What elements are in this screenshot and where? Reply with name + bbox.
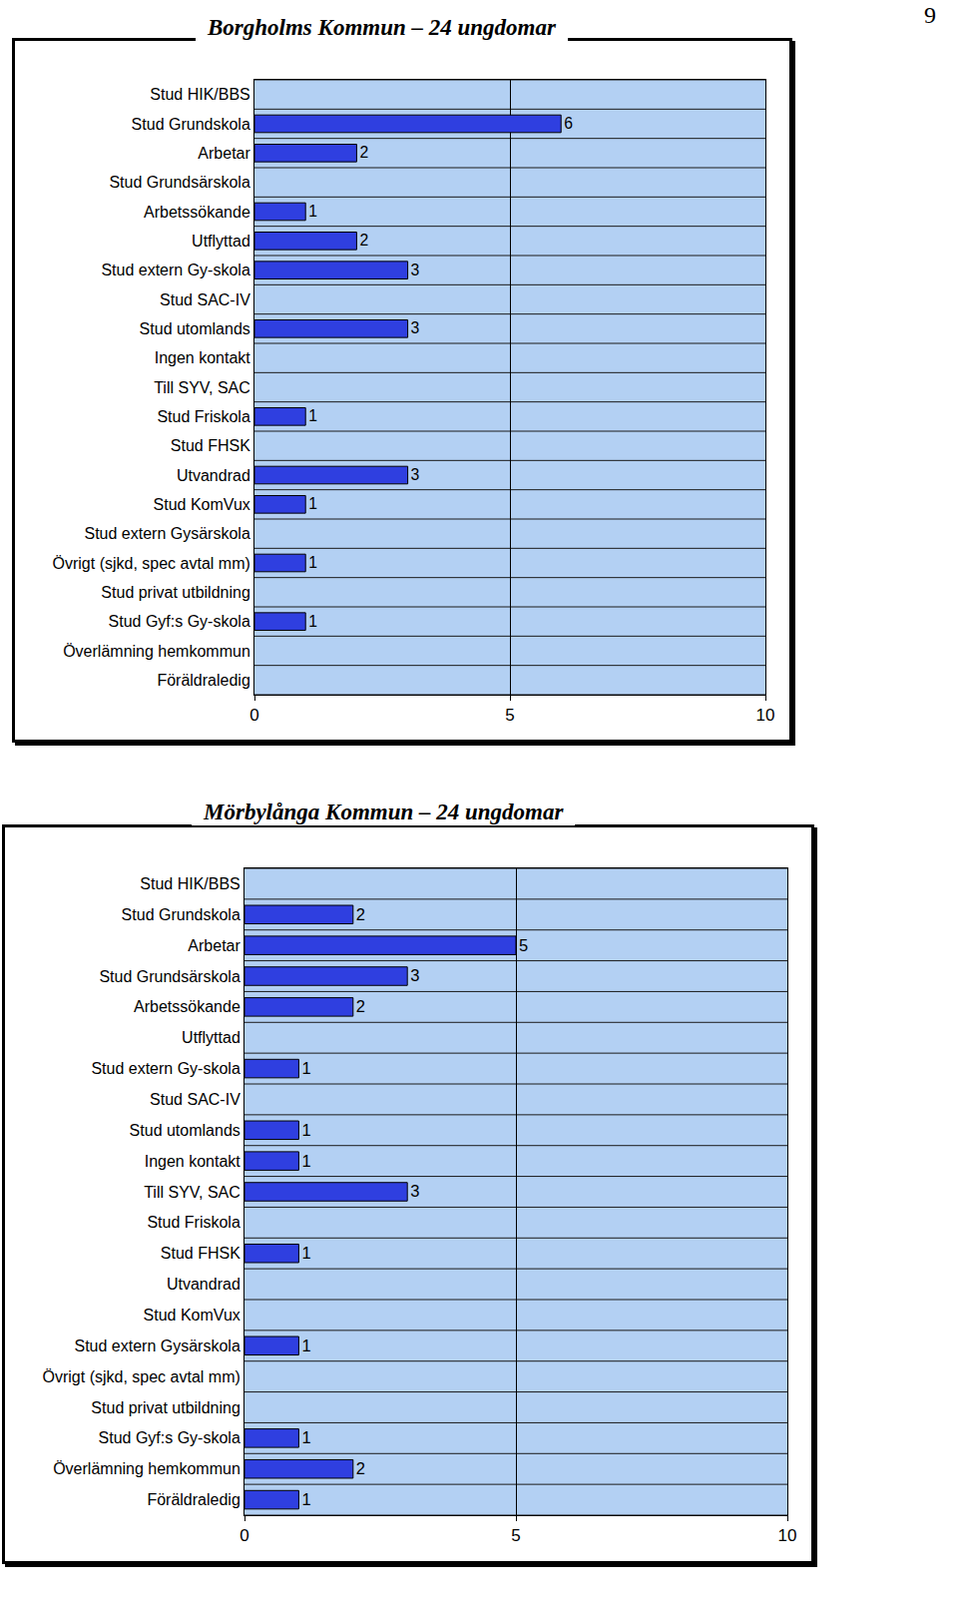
svg-text:Stud SAC-IV: Stud SAC-IV [159, 291, 251, 309]
svg-text:0: 0 [249, 705, 259, 725]
svg-text:1: 1 [308, 553, 318, 571]
svg-text:1: 1 [308, 202, 318, 220]
svg-text:Stud Grundsärskola: Stud Grundsärskola [98, 967, 241, 985]
svg-text:Ingen kontakt: Ingen kontakt [144, 1152, 242, 1170]
svg-text:1: 1 [301, 1243, 311, 1263]
svg-text:1: 1 [301, 1336, 311, 1356]
svg-text:Utvandrad: Utvandrad [166, 1275, 241, 1293]
svg-text:2: 2 [356, 1458, 366, 1478]
svg-text:Till SYV, SAC: Till SYV, SAC [153, 379, 251, 397]
html-text:Borgholms Kommun – 24 ungdomar: Borgholms Kommun – 24 ungdomar [207, 14, 556, 40]
svg-text:Övrigt (sjkd, spec avtal mm): Övrigt (sjkd, spec avtal mm) [52, 554, 251, 572]
svg-text:Stud Friskola: Stud Friskola [156, 408, 250, 426]
svg-text:Stud extern Gysärskola: Stud extern Gysärskola [84, 524, 251, 542]
svg-text:3: 3 [411, 466, 421, 483]
svg-text:5: 5 [510, 1525, 520, 1545]
svg-text:5: 5 [504, 705, 514, 725]
svg-text:Stud utomlands: Stud utomlands [139, 320, 251, 338]
svg-text:Stud Grundskola: Stud Grundskola [131, 115, 251, 133]
svg-text:1: 1 [308, 612, 318, 630]
svg-text:3: 3 [410, 1181, 420, 1201]
svg-text:Stud Gyf:s Gy-skola: Stud Gyf:s Gy-skola [108, 612, 251, 630]
svg-text:Arbetar: Arbetar [187, 937, 241, 955]
svg-text:Stud HIK/BBS: Stud HIK/BBS [139, 875, 241, 893]
svg-text:1: 1 [308, 407, 318, 425]
svg-text:1: 1 [308, 494, 318, 512]
svg-text:Stud extern Gy-skola: Stud extern Gy-skola [90, 1059, 241, 1077]
html-text:Mörbylånga Kommun – 24 ungdoma: Mörbylånga Kommun – 24 ungdomar [203, 799, 564, 825]
svg-text:1: 1 [301, 1120, 311, 1140]
svg-text:6: 6 [563, 114, 573, 132]
svg-text:Stud Grundskola: Stud Grundskola [121, 906, 241, 924]
svg-text:Stud Friskola: Stud Friskola [146, 1213, 240, 1231]
svg-text:1: 1 [301, 1489, 311, 1509]
svg-text:Till SYV, SAC: Till SYV, SAC [143, 1183, 241, 1201]
svg-text:Stud Grundsärskola: Stud Grundsärskola [108, 173, 251, 191]
svg-text:Arbetar: Arbetar [197, 144, 251, 162]
html-text:9: 9 [924, 1, 937, 28]
svg-text:Ingen kontakt: Ingen kontakt [154, 349, 252, 367]
svg-text:1: 1 [301, 1428, 311, 1447]
svg-text:Stud extern Gy-skola: Stud extern Gy-skola [100, 261, 251, 279]
svg-text:Föräldraledig: Föräldraledig [156, 671, 250, 689]
svg-text:Stud FHSK: Stud FHSK [170, 437, 251, 455]
svg-text:Övrigt (sjkd, spec avtal mm): Övrigt (sjkd, spec avtal mm) [42, 1368, 241, 1386]
svg-text:Utflyttad: Utflyttad [181, 1028, 241, 1046]
svg-text:Arbetssökande: Arbetssökande [133, 997, 241, 1015]
svg-text:Utflyttad: Utflyttad [191, 232, 251, 250]
svg-text:1: 1 [301, 1151, 311, 1171]
svg-text:Stud SAC-IV: Stud SAC-IV [149, 1090, 241, 1108]
svg-text:10: 10 [756, 705, 776, 725]
svg-text:1: 1 [301, 1058, 311, 1078]
svg-text:Stud privat utbildning: Stud privat utbildning [90, 1399, 240, 1417]
svg-text:3: 3 [411, 319, 421, 337]
svg-text:3: 3 [411, 261, 421, 279]
svg-text:Överlämning hemkommun: Överlämning hemkommun [52, 1459, 241, 1477]
svg-text:Överlämning hemkommun: Överlämning hemkommun [62, 642, 251, 660]
svg-text:Stud extern Gysärskola: Stud extern Gysärskola [74, 1337, 241, 1355]
svg-text:0: 0 [239, 1525, 249, 1545]
svg-text:Stud privat utbildning: Stud privat utbildning [100, 583, 250, 601]
svg-text:2: 2 [359, 143, 369, 161]
svg-text:Stud Gyf:s Gy-skola: Stud Gyf:s Gy-skola [98, 1429, 241, 1446]
svg-text:Stud utomlands: Stud utomlands [129, 1121, 241, 1139]
svg-text:Stud HIK/BBS: Stud HIK/BBS [149, 85, 251, 103]
svg-text:2: 2 [356, 905, 366, 925]
svg-text:Stud FHSK: Stud FHSK [160, 1244, 241, 1262]
svg-text:10: 10 [778, 1525, 798, 1545]
svg-text:Stud KomVux: Stud KomVux [143, 1306, 241, 1324]
svg-text:Stud KomVux: Stud KomVux [153, 495, 251, 513]
svg-text:Arbetssökande: Arbetssökande [143, 203, 251, 221]
svg-text:3: 3 [410, 965, 420, 985]
svg-text:5: 5 [518, 936, 528, 956]
svg-text:2: 2 [359, 231, 369, 249]
svg-text:Utvandrad: Utvandrad [176, 467, 251, 484]
svg-text:2: 2 [356, 996, 366, 1016]
svg-text:Föräldraledig: Föräldraledig [146, 1490, 240, 1508]
